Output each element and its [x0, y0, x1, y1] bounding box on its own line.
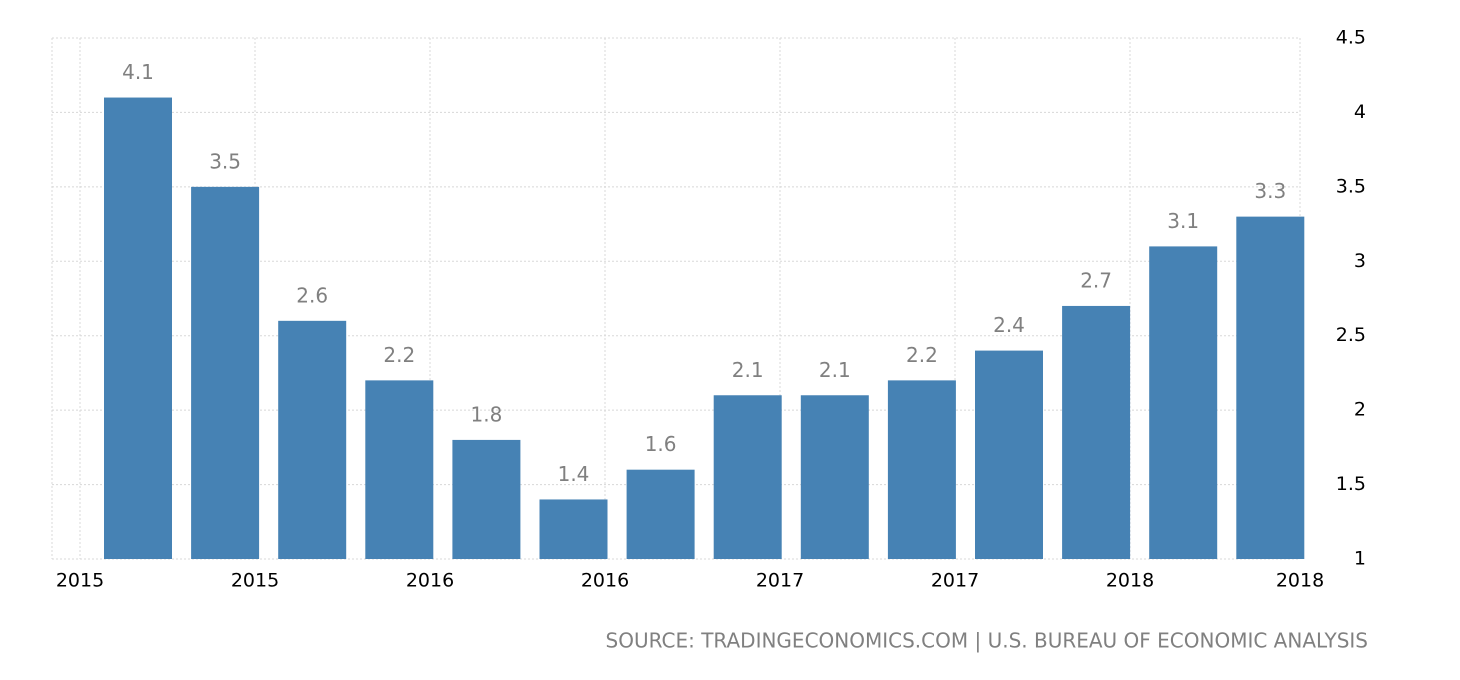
- x-tick-label: 2018: [1276, 570, 1324, 592]
- value-label: 2.2: [906, 343, 938, 367]
- value-label: 2.2: [383, 343, 415, 367]
- x-tick-label: 2018: [1106, 570, 1154, 592]
- x-tick-label: 2015: [231, 570, 279, 592]
- y-tick-label: 3.5: [1336, 175, 1366, 197]
- y-tick-label: 1: [1354, 548, 1366, 570]
- y-tick-label: 2.5: [1336, 324, 1366, 346]
- y-tick-label: 3: [1354, 250, 1366, 272]
- bar: [365, 380, 434, 559]
- bar: [191, 186, 260, 559]
- bar: [887, 380, 956, 559]
- bar: [278, 320, 347, 559]
- value-label: 2.7: [1080, 268, 1112, 292]
- x-tick-label: 2016: [406, 570, 454, 592]
- x-tick-label: 2016: [581, 570, 629, 592]
- value-label: 1.4: [558, 462, 590, 486]
- bar: [975, 350, 1043, 559]
- bar: [1062, 305, 1131, 559]
- value-label: 3.1: [1167, 209, 1199, 233]
- value-label: 3.3: [1254, 179, 1286, 203]
- value-label: 1.6: [645, 432, 677, 456]
- value-label: 2.6: [296, 283, 328, 307]
- y-tick-label: 1.5: [1336, 473, 1366, 495]
- x-tick-label: 2017: [756, 570, 804, 592]
- bar: [800, 395, 869, 559]
- bar: [713, 395, 782, 559]
- value-label: 1.8: [470, 402, 502, 426]
- bar: [626, 469, 695, 559]
- bar: [539, 499, 608, 559]
- value-label: 2.1: [819, 358, 851, 382]
- source-note: SOURCE: TRADINGECONOMICS.COM | U.S. BURE…: [606, 629, 1368, 653]
- bar: [452, 439, 521, 559]
- y-tick-label: 4.5: [1336, 27, 1366, 49]
- x-tick-label: 2017: [931, 570, 979, 592]
- y-tick-label: 2: [1354, 399, 1366, 421]
- bar: [1149, 246, 1218, 559]
- value-label: 4.1: [122, 60, 154, 84]
- y-tick-label: 4: [1354, 101, 1366, 123]
- bar: [1236, 216, 1305, 559]
- value-label: 2.1: [732, 358, 764, 382]
- value-label: 2.4: [993, 313, 1025, 337]
- bar: [104, 97, 172, 560]
- value-label: 3.5: [209, 149, 241, 173]
- x-tick-label: 2015: [56, 570, 104, 592]
